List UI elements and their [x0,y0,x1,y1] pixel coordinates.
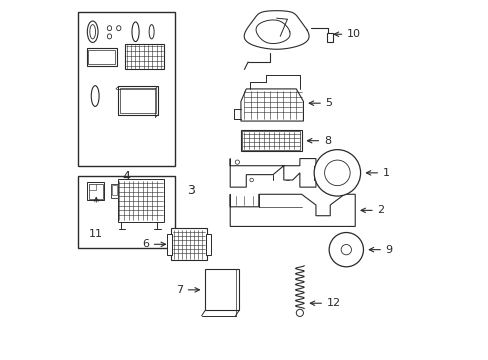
Text: 9: 9 [385,245,392,255]
Bar [241,130,301,152]
Bar [206,234,211,255]
Circle shape [341,244,351,255]
Bar [110,184,118,198]
Bar [124,44,164,69]
Text: 3: 3 [186,184,194,197]
Bar [89,184,102,199]
Bar [87,182,104,201]
Text: 6: 6 [142,239,149,249]
Ellipse shape [132,22,139,41]
Text: 10: 10 [346,29,360,39]
Ellipse shape [116,26,121,31]
Text: 11: 11 [89,229,103,239]
Bar [86,48,117,66]
Bar [166,234,172,255]
Bar [111,185,117,195]
Ellipse shape [91,86,99,107]
Text: 12: 12 [326,298,340,308]
Polygon shape [230,158,315,187]
Bar [78,176,175,248]
Text: 2: 2 [377,205,384,215]
Circle shape [324,160,349,186]
Polygon shape [241,89,303,121]
Bar [118,86,157,115]
Text: 4: 4 [122,170,130,183]
Bar [171,228,206,260]
Circle shape [313,150,360,196]
Bar [326,33,332,42]
Bar [78,12,175,166]
Bar [89,184,95,190]
Ellipse shape [87,21,98,42]
Bar [242,131,300,150]
Text: 7: 7 [176,285,183,295]
Bar [118,179,164,222]
Circle shape [328,233,363,267]
Polygon shape [230,194,354,226]
Text: 1: 1 [382,168,389,178]
Bar [205,269,239,310]
Text: 8: 8 [323,136,330,146]
Ellipse shape [249,178,253,182]
Bar [120,88,156,113]
Text: 5: 5 [325,98,332,108]
Bar [313,166,321,180]
Ellipse shape [107,34,111,39]
Ellipse shape [149,24,154,39]
Circle shape [296,309,303,316]
Bar [88,50,115,64]
Ellipse shape [90,24,95,39]
Ellipse shape [107,26,111,31]
Ellipse shape [235,160,239,164]
